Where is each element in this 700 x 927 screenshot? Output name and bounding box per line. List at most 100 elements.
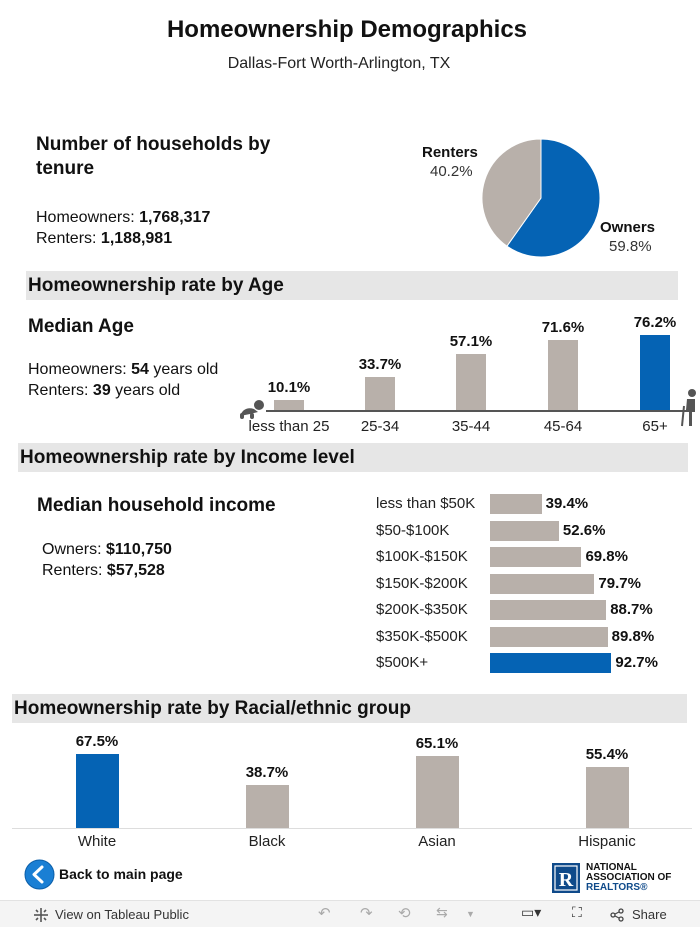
income-bar-value: 52.6% [562,521,606,539]
comment-dropdown-icon[interactable]: ▭▾ [521,904,542,920]
income-bar-value: 89.8% [611,627,655,645]
age-category-label: less than 25 [248,418,330,435]
redo-icon[interactable]: ↷ [360,905,373,922]
age-bar-value: 33.7% [358,355,402,373]
tenure-pie-chart [481,138,601,258]
elderly-person-icon [681,389,696,427]
back-arrow-icon [24,859,55,890]
tenure-heading-line1: Number of households by [36,134,271,155]
realtor-r-icon: R [552,863,580,893]
nar-logo-line3: REALTORS® [586,882,648,893]
share-label: Share [632,907,667,922]
tenure-owners-value: 1,768,317 [139,209,211,226]
view-on-tableau-label: View on Tableau Public [55,907,189,922]
nar-logo-line1: NATIONAL [586,862,637,873]
svg-text:R: R [559,869,574,891]
pie-label-owners: Owners 59.8% [600,218,655,256]
pie-owners-pct: 59.8% [609,238,652,255]
income-bar [490,626,608,647]
pause-dropdown-icon[interactable]: ▼ [466,909,475,919]
race-category-label: Hispanic [578,833,636,850]
pie-renters-name: Renters [422,144,478,161]
pie-owners-name: Owners [600,219,656,236]
income-category-label: $100K-$150K [376,548,468,565]
tenure-heading-line2: tenure [36,158,95,179]
income-row: $350K-$500K 89.8% [376,626,686,649]
age-renters-value: 39 [92,382,111,399]
age-owners-label: Homeowners: [28,361,132,378]
age-section-header: Homeownership rate by Age [26,271,678,300]
race-bar-value: 67.5% [75,732,119,750]
race-bar-value: 55.4% [585,746,629,764]
income-bar-value: 69.8% [585,548,628,565]
income-row: $200K-$350K 88.7% [376,600,686,622]
median-age-heading: Median Age [28,316,134,337]
race-bar-value: 65.1% [415,735,459,753]
race-bar [75,753,119,828]
income-section-header: Homeownership rate by Income level [18,443,688,472]
revert-icon[interactable]: ⟲ [398,905,411,922]
age-renters-suffix: years old [110,382,181,399]
page-subtitle: Dallas-Fort Worth-Arlington, TX [227,55,451,72]
income-renters-stat: Renters: $57,528 [42,560,165,581]
tableau-logo-icon [34,908,48,922]
income-owners-value: $110,750 [106,541,172,558]
age-bar-value: 71.6% [541,318,585,336]
age-renters-stat: Renters: 39 years old [28,380,180,401]
income-category-label: $150K-$200K [376,574,468,592]
pie-slice-owners [506,138,601,258]
median-income-heading: Median household income [37,495,276,516]
tenure-owners-label: Homeowners: [36,209,140,226]
income-bar [490,573,595,594]
age-bar-value: 10.1% [267,379,311,397]
race-category-label: White [77,833,117,850]
baby-icon [240,400,264,419]
age-bar [365,376,395,410]
fullscreen-icon[interactable]: ⛶ [572,904,582,920]
refresh-icon[interactable]: ⇆ [436,904,448,920]
income-bar-value: 79.7% [598,574,641,592]
age-bar [640,335,670,410]
back-to-main-button[interactable]: Back to main page [24,859,204,891]
page-title: Homeownership Demographics [166,16,528,43]
age-owners-suffix: years old [148,361,219,378]
income-bar [490,494,542,514]
age-axis-line [266,410,694,412]
income-renters-value: $57,528 [106,562,165,579]
income-bar [490,600,607,620]
undo-icon[interactable]: ↶ [318,905,331,922]
income-row: $50-$100K 52.6% [376,520,686,543]
age-bar [274,400,304,410]
tenure-heading: Number of households by tenure [36,133,336,181]
income-bar [490,653,612,673]
age-bar-value: 57.1% [449,333,493,351]
tenure-renters-value: 1,188,981 [100,230,173,247]
age-category-label: 35-44 [451,418,491,435]
income-bar [490,547,582,567]
race-bar-value: 38.7% [245,764,289,782]
age-bar [548,339,578,410]
age-bar [456,354,486,410]
nar-logo-text: NATIONAL ASSOCIATION OF REALTORS® [586,863,671,893]
income-bar-value: 88.7% [610,601,653,618]
income-renters-label: Renters: [42,562,107,579]
tenure-renters-stat: Renters: 1,188,981 [36,228,172,249]
age-renters-label: Renters: [28,382,93,399]
back-button-label: Back to main page [59,866,183,882]
race-bar [585,767,629,828]
income-category-label: $350K-$500K [376,627,468,645]
income-category-label: $500K+ [376,654,429,671]
income-bar-value: 92.7% [615,654,658,671]
income-category-label: $200K-$350K [376,601,468,618]
race-category-label: Asian [418,833,456,850]
race-bar [415,756,459,828]
tableau-toolbar: View on Tableau Public ↶ ↷ ⟲ ⇆ ▼ ▭▾ ⛶ Sh… [0,900,700,927]
income-owners-stat: Owners: $110,750 [42,539,172,560]
race-axis-line [12,828,692,829]
income-row: $100K-$150K 69.8% [376,547,686,569]
income-row: $500K+ 92.7% [376,653,686,675]
pie-slice-renters [481,138,542,247]
race-category-label: Black [248,833,286,850]
race-section-header: Homeownership rate by Racial/ethnic grou… [12,694,687,723]
age-owners-stat: Homeowners: 54 years old [28,359,218,380]
